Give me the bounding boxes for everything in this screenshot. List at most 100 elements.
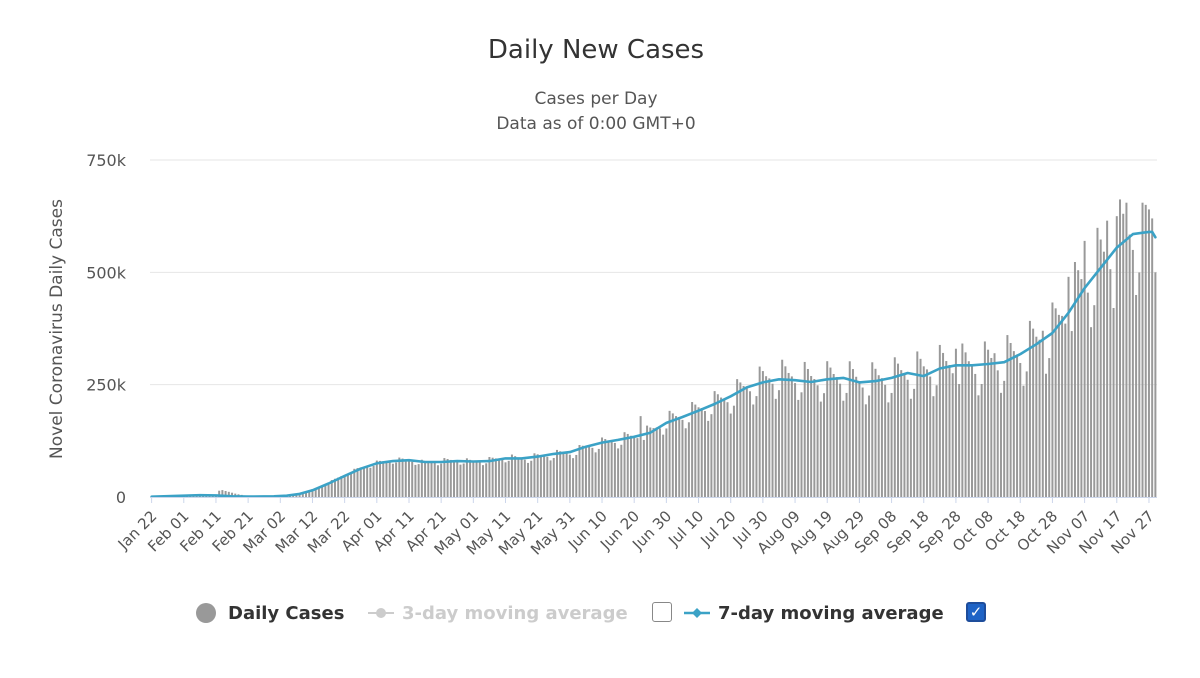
bar-day-281: [1054, 308, 1057, 497]
bar-day-128: [562, 452, 565, 497]
bar-day-120: [536, 454, 539, 497]
bar-day-87: [430, 462, 433, 497]
bar-day-286: [1070, 331, 1073, 497]
bar-day-102: [478, 462, 481, 497]
legend-item-3-day-average[interactable]: 3-day moving average: [368, 596, 628, 630]
bar-day-70: [375, 460, 378, 497]
bar-day-192: [768, 378, 771, 497]
bar-day-207: [816, 385, 819, 497]
bar-day-233: [900, 370, 903, 497]
bar-day-161: [668, 410, 671, 497]
bar-day-273: [1028, 320, 1031, 497]
bar-day-204: [806, 368, 809, 497]
bar-day-22: [221, 490, 224, 497]
bar-day-145: [617, 448, 620, 497]
bar-day-216: [845, 392, 848, 497]
bar-day-88: [433, 462, 436, 497]
bar-day-63: [353, 468, 356, 497]
bar-day-275: [1035, 336, 1038, 497]
bar-day-93: [449, 459, 452, 497]
bar-day-274: [1032, 328, 1035, 497]
bar-day-209: [823, 393, 826, 497]
bar-day-66: [362, 466, 365, 497]
bar-day-58: [337, 477, 340, 497]
bar-day-51: [314, 487, 317, 497]
bar-day-299: [1112, 307, 1115, 497]
bar-day-249: [951, 373, 954, 497]
bar-day-227: [880, 378, 883, 497]
bar-day-105: [488, 457, 491, 497]
bar-day-301: [1119, 199, 1121, 497]
bar-day-129: [565, 453, 568, 497]
bar-day-165: [681, 419, 684, 497]
bar-day-48: [305, 491, 308, 497]
bar-day-96: [459, 464, 462, 497]
bar-day-152: [639, 416, 642, 497]
bar-day-242: [929, 376, 932, 497]
bar-day-196: [781, 359, 784, 497]
bar-day-169: [694, 404, 697, 497]
bar-day-74: [388, 461, 391, 497]
bar-day-154: [646, 425, 649, 497]
bar-day-239: [919, 358, 922, 497]
bar-day-206: [813, 379, 816, 497]
legend-item-7-day-average[interactable]: 7-day moving average: [684, 596, 944, 630]
bar-day-168: [691, 402, 694, 497]
bar-day-89: [436, 465, 439, 497]
bar-day-130: [568, 454, 571, 497]
bar-day-177: [720, 397, 723, 497]
bar-day-253: [964, 352, 967, 497]
legend-label-daily-cases: Daily Cases: [228, 602, 345, 624]
bar-day-241: [925, 369, 928, 497]
bar-day-55: [327, 483, 330, 497]
bar-day-94: [453, 460, 456, 497]
bar-day-305: [1131, 249, 1134, 497]
bar-day-252: [961, 343, 964, 497]
toggle-7-day-average-checkbox[interactable]: ✓: [966, 602, 986, 622]
bar-day-307: [1138, 272, 1141, 497]
bar-day-181: [732, 405, 735, 497]
bar-day-235: [906, 379, 909, 497]
chart-title: Daily New Cases: [488, 35, 704, 65]
bar-day-125: [552, 457, 555, 497]
bar-day-172: [703, 411, 706, 497]
bar-day-304: [1128, 234, 1131, 497]
bar-day-139: [597, 448, 600, 497]
y-tick-0: 0: [116, 488, 126, 507]
bar-day-122: [543, 455, 546, 497]
bar-day-288: [1077, 270, 1080, 497]
bar-day-296: [1102, 251, 1105, 497]
x-tick-Jul-20: Jul 20: [696, 507, 739, 550]
bar-day-180: [729, 413, 732, 497]
bar-day-197: [784, 366, 787, 497]
bar-day-106: [491, 457, 494, 497]
bar-day-92: [446, 458, 449, 497]
bar-day-191: [765, 376, 768, 497]
bar-day-114: [517, 457, 520, 497]
bar-day-221: [861, 387, 864, 497]
bar-day-295: [1099, 239, 1102, 497]
bar-day-108: [498, 458, 501, 497]
bar-day-159: [662, 434, 665, 497]
bar-day-266: [1006, 335, 1009, 497]
bar-day-285: [1067, 276, 1070, 497]
bar-day-237: [913, 388, 916, 497]
bar-day-255: [971, 365, 974, 497]
bar-day-101: [475, 461, 478, 497]
bar-day-254: [967, 361, 970, 497]
bar-day-79: [404, 459, 407, 497]
toggle-3-day-average-checkbox[interactable]: [652, 602, 672, 622]
checkmark-icon: ✓: [969, 602, 983, 621]
bar-day-73: [385, 461, 388, 497]
bar-day-230: [890, 392, 893, 497]
bar-day-268: [1012, 351, 1015, 497]
bar-day-298: [1109, 269, 1112, 497]
legend-item-daily-cases[interactable]: Daily Cases: [196, 596, 344, 630]
bar-day-25: [231, 492, 234, 497]
bar-day-82: [414, 464, 417, 497]
bar-day-263: [996, 370, 999, 497]
bar-day-78: [401, 458, 404, 497]
bar-day-220: [858, 381, 861, 497]
